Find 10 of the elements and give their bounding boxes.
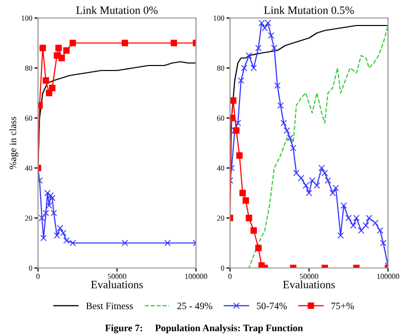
- y-axis-title: %age in class: [9, 116, 18, 170]
- caption: Figure 7: Population Analysis: Trap Function: [105, 324, 303, 334]
- legend-label: 75+%: [332, 302, 354, 310]
- legend-label: 25 - 49%: [177, 302, 212, 310]
- x-axis-title: Evaluations: [283, 280, 335, 288]
- legend-label: Best Fitness: [86, 302, 133, 310]
- chart-title: Link Mutation 0%: [76, 6, 158, 14]
- chart-title: Link Mutation 0.5%: [264, 6, 354, 14]
- legend-label: 50-74%: [256, 302, 287, 310]
- x-axis-title: Evaluations: [91, 280, 143, 288]
